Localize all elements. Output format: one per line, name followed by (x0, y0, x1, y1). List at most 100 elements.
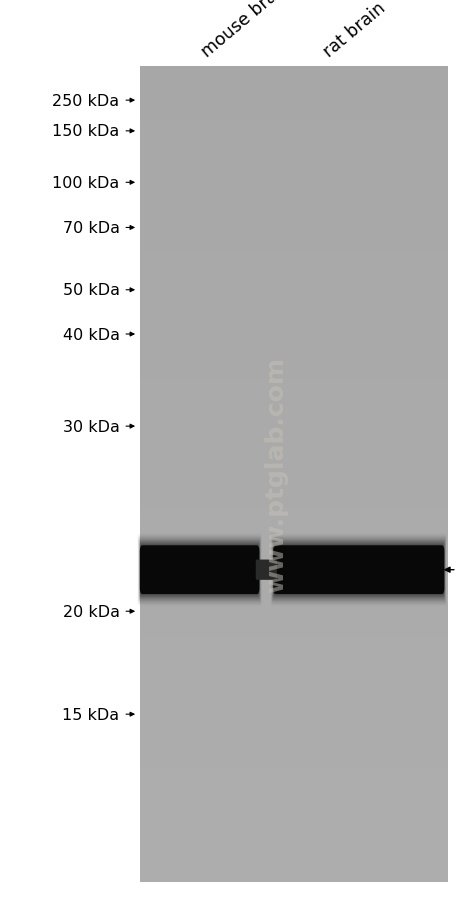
Bar (140, 814, 448, 821)
Bar (140, 712, 448, 719)
Bar (140, 725, 448, 732)
Bar (140, 440, 448, 447)
Bar (140, 698, 448, 705)
Bar (140, 704, 448, 713)
Bar (140, 345, 448, 353)
Text: rat brain: rat brain (319, 0, 388, 61)
Bar (140, 311, 448, 318)
Bar (140, 644, 448, 651)
Bar (140, 827, 448, 834)
Bar (140, 800, 448, 807)
Text: 250 kDa: 250 kDa (52, 94, 119, 108)
Bar (140, 277, 448, 285)
Bar (140, 115, 448, 122)
Bar (140, 718, 448, 726)
Bar (140, 427, 448, 434)
Bar (140, 223, 448, 231)
Bar (140, 413, 448, 420)
Bar (140, 745, 448, 753)
FancyBboxPatch shape (272, 540, 444, 600)
Bar (140, 833, 448, 842)
Bar (140, 290, 448, 299)
Bar (140, 80, 448, 88)
FancyBboxPatch shape (274, 547, 442, 594)
FancyBboxPatch shape (140, 547, 258, 594)
Text: 70 kDa: 70 kDa (62, 221, 119, 235)
FancyBboxPatch shape (274, 548, 442, 592)
Bar (140, 474, 448, 482)
Bar (140, 521, 448, 529)
Bar (140, 87, 448, 95)
Bar (140, 386, 448, 393)
Bar (140, 406, 448, 414)
Bar (140, 67, 448, 75)
FancyBboxPatch shape (138, 538, 260, 603)
Text: mouse brain: mouse brain (197, 0, 292, 61)
Bar (140, 481, 448, 489)
Text: 40 kDa: 40 kDa (62, 327, 119, 342)
Bar (140, 752, 448, 760)
Bar (140, 854, 448, 861)
FancyBboxPatch shape (255, 560, 276, 580)
Text: 150 kDa: 150 kDa (52, 124, 119, 139)
Bar (140, 502, 448, 509)
Bar (140, 841, 448, 848)
Bar (140, 189, 448, 197)
Bar (140, 216, 448, 224)
Bar (140, 121, 448, 129)
Text: 50 kDa: 50 kDa (62, 283, 119, 298)
Bar (140, 209, 448, 217)
Bar (140, 691, 448, 699)
Text: 30 kDa: 30 kDa (62, 419, 119, 434)
Bar (140, 677, 448, 686)
Bar (140, 874, 448, 882)
Bar (140, 610, 448, 618)
Bar (140, 664, 448, 672)
Text: www.ptglab.com: www.ptglab.com (263, 357, 287, 593)
Bar (140, 793, 448, 801)
Bar (140, 182, 448, 189)
Bar (140, 535, 448, 543)
Bar (140, 820, 448, 828)
Bar (140, 175, 448, 183)
Bar (140, 263, 448, 272)
FancyBboxPatch shape (273, 543, 443, 597)
Bar (140, 352, 448, 360)
Bar (140, 630, 448, 638)
Bar (140, 589, 448, 597)
Bar (140, 392, 448, 400)
Bar (140, 257, 448, 264)
FancyBboxPatch shape (139, 540, 260, 600)
Bar (140, 650, 448, 658)
Bar (140, 542, 448, 549)
Bar (140, 142, 448, 149)
Bar (140, 637, 448, 645)
Bar (140, 732, 448, 740)
FancyBboxPatch shape (140, 546, 259, 594)
Bar (140, 460, 448, 468)
Bar (140, 508, 448, 516)
Bar (140, 244, 448, 251)
Bar (140, 101, 448, 108)
FancyBboxPatch shape (271, 538, 445, 603)
Bar (140, 446, 448, 455)
Bar (140, 494, 448, 502)
Bar (140, 623, 448, 631)
Bar (140, 304, 448, 312)
FancyBboxPatch shape (140, 543, 259, 597)
FancyBboxPatch shape (140, 546, 258, 594)
Bar (140, 373, 448, 380)
Text: 20 kDa: 20 kDa (62, 604, 119, 619)
Bar (140, 325, 448, 332)
Bar (140, 230, 448, 237)
Bar (140, 548, 448, 557)
Bar (140, 779, 448, 787)
Bar (140, 454, 448, 461)
Bar (140, 596, 448, 603)
Bar (140, 271, 448, 278)
Bar (140, 365, 448, 373)
Bar (140, 488, 448, 495)
Bar (140, 250, 448, 258)
Bar (140, 331, 448, 339)
Bar (140, 806, 448, 815)
